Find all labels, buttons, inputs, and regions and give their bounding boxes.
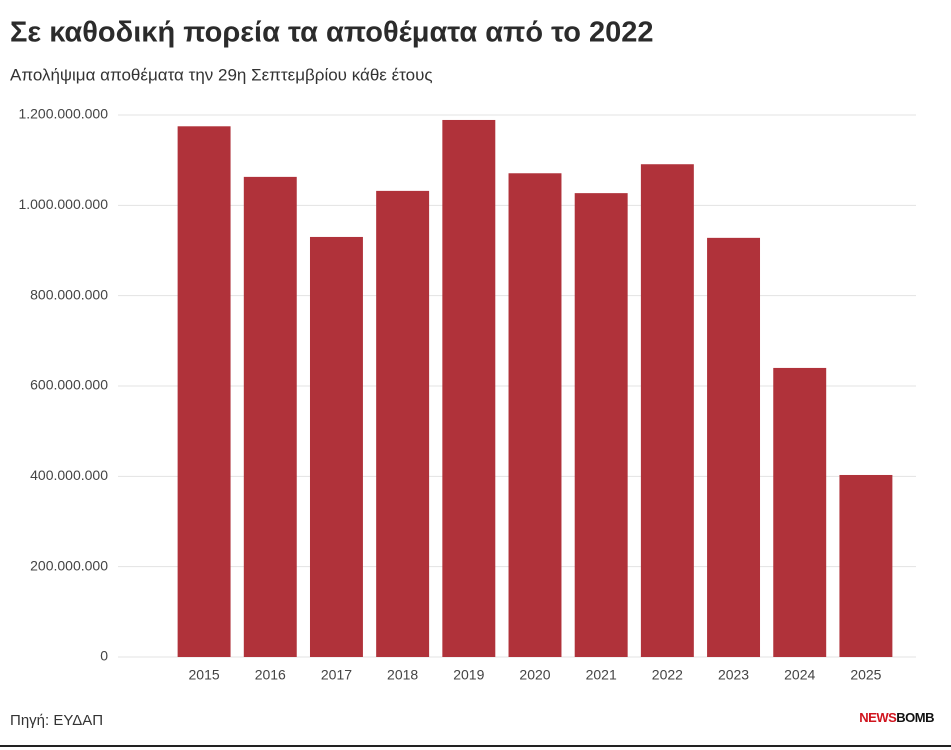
bar <box>640 164 694 657</box>
brand-part: NEWS <box>859 710 897 725</box>
x-tick-label: 2019 <box>453 667 484 683</box>
bar <box>177 126 231 657</box>
bar <box>508 173 562 657</box>
x-tick-label: 2022 <box>652 667 683 683</box>
y-tick-label: 400.000.000 <box>30 467 108 483</box>
brand-part: BOMB <box>896 710 934 725</box>
brand-logo: NEWSBOMB <box>859 710 934 725</box>
y-tick-label: 0 <box>100 648 108 664</box>
x-tick-label: 2024 <box>784 667 815 683</box>
y-tick-label: 1.000.000.000 <box>18 196 108 212</box>
y-tick-label: 600.000.000 <box>30 377 108 393</box>
y-tick-label: 200.000.000 <box>30 557 108 573</box>
chart-title: Σε καθοδική πορεία τα αποθέματα από το 2… <box>10 17 654 49</box>
x-tick-label: 2016 <box>255 667 286 683</box>
bar <box>839 474 893 657</box>
chart-subtitle: Απολήψιμα αποθέματα την 29η Σεπτεμβρίου … <box>10 65 433 84</box>
bar <box>773 367 827 657</box>
bar <box>243 176 297 657</box>
x-tick-label: 2025 <box>850 667 881 683</box>
x-tick-label: 2017 <box>321 667 352 683</box>
bar <box>707 237 761 657</box>
bar <box>309 236 363 657</box>
x-tick-label: 2020 <box>519 667 550 683</box>
x-tick-label: 2015 <box>189 667 220 683</box>
y-tick-label: 1.200.000.000 <box>18 106 108 122</box>
source: Πηγή: ΕΥΔΑΠ <box>10 712 103 729</box>
x-tick-label: 2023 <box>718 667 749 683</box>
x-tick-label: 2018 <box>387 667 418 683</box>
bar <box>442 119 496 658</box>
y-tick-label: 800.000.000 <box>30 286 108 302</box>
bar <box>376 190 430 657</box>
bar <box>574 193 628 657</box>
x-tick-label: 2021 <box>586 667 617 683</box>
